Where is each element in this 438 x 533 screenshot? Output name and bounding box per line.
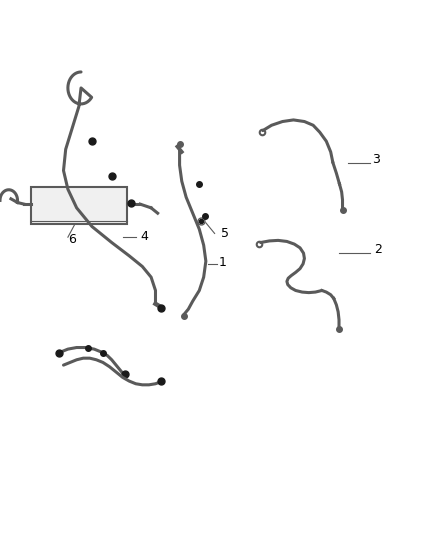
Text: 5: 5 xyxy=(221,227,229,240)
Text: 2: 2 xyxy=(374,243,382,256)
Text: 4: 4 xyxy=(140,230,148,243)
Text: 6: 6 xyxy=(68,232,76,246)
Text: 3: 3 xyxy=(372,152,380,166)
Text: 1: 1 xyxy=(219,256,227,270)
Bar xyxy=(31,187,127,224)
